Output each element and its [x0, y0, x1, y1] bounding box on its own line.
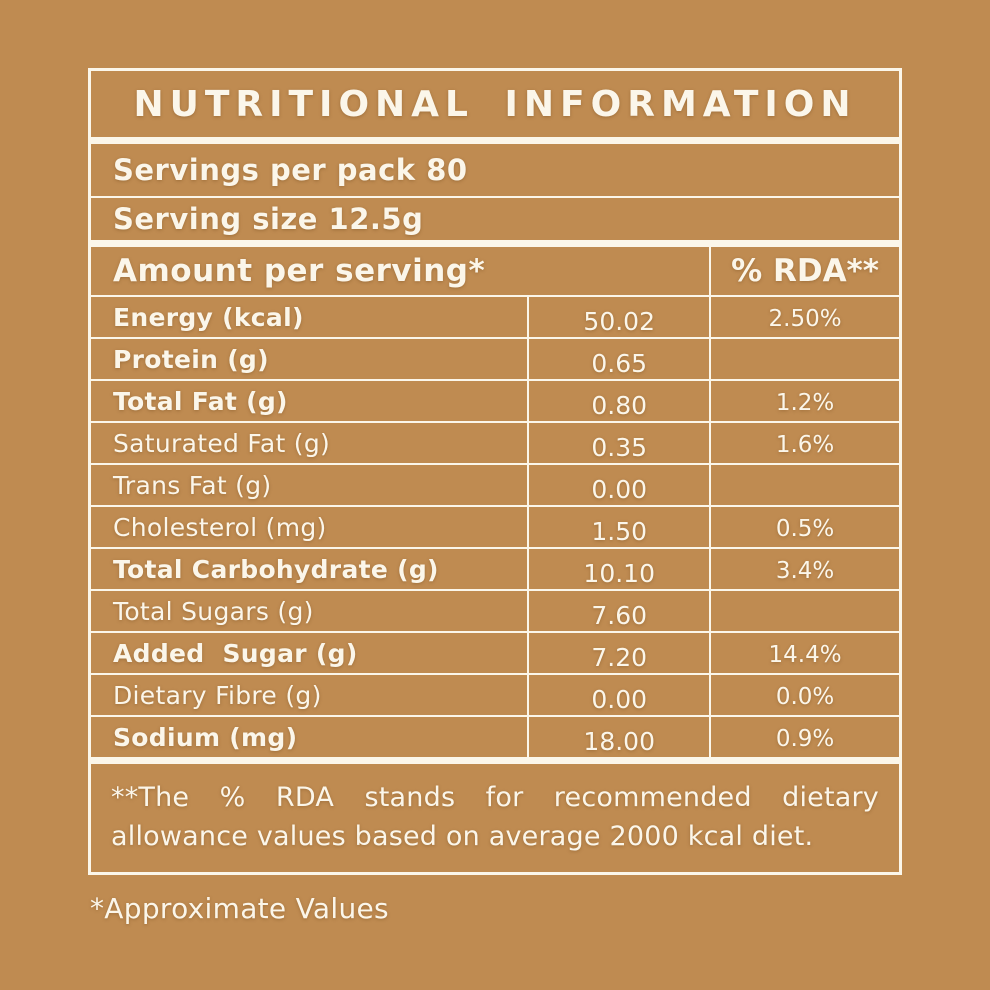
table-row: Total Sugars (g) 7.60: [91, 591, 899, 631]
row-divider: [91, 631, 899, 633]
table-row: Cholesterol (mg) 1.50 0.5%: [91, 507, 899, 547]
nutrient-amount: 7.20: [527, 633, 709, 673]
table-row: Total Carbohydrate (g) 10.10 3.4%: [91, 549, 899, 589]
table-row: Sodium (mg) 18.00 0.9%: [91, 717, 899, 757]
nutrient-name: Added Sugar (g): [113, 638, 358, 668]
nutrient-name: Protein (g): [113, 344, 269, 374]
nutrient-amount: 0.65: [527, 339, 709, 379]
row-divider: [91, 337, 899, 339]
title: NUTRITIONAL INFORMATION: [133, 83, 857, 125]
rda-footnote: **The % RDA stands for recommended dieta…: [111, 782, 879, 853]
table-row: Energy (kcal) 50.02 2.50%: [91, 297, 899, 337]
table-row: Trans Fat (g) 0.00: [91, 465, 899, 505]
row-divider: [91, 421, 899, 423]
nutrient-name: Saturated Fat (g): [113, 428, 331, 458]
table-header-row: Amount per serving* % RDA**: [91, 247, 899, 295]
nutrient-rda: 3.4%: [709, 549, 899, 589]
row-divider: [91, 547, 899, 549]
nutrition-table: NUTRITIONAL INFORMATION Servings per pac…: [88, 68, 902, 875]
nutrient-rda: 0.9%: [709, 717, 899, 757]
nutrient-rda: 2.50%: [709, 297, 899, 337]
nutrient-amount: 7.60: [527, 591, 709, 631]
nutrient-amount: 50.02: [527, 297, 709, 337]
row-divider: [91, 505, 899, 507]
nutrient-name: Trans Fat (g): [113, 470, 272, 500]
nutrient-name: Total Sugars (g): [113, 596, 314, 626]
nutrient-amount: 0.00: [527, 465, 709, 505]
nutrient-rda: 1.6%: [709, 423, 899, 463]
table-row: Added Sugar (g) 7.20 14.4%: [91, 633, 899, 673]
nutrient-rda: 0.5%: [709, 507, 899, 547]
serving-size: Serving size 12.5g: [113, 202, 424, 236]
row-divider: [91, 295, 899, 297]
row-divider: [91, 463, 899, 465]
nutrient-name: Energy (kcal): [113, 302, 304, 332]
nutrient-rda: 0.0%: [709, 675, 899, 715]
nutrient-amount: 0.35: [527, 423, 709, 463]
nutrient-amount: 10.10: [527, 549, 709, 589]
nutrient-rda: [709, 591, 899, 631]
table-row: Saturated Fat (g) 0.35 1.6%: [91, 423, 899, 463]
row-divider: [91, 673, 899, 675]
nutrient-name: Sodium (mg): [113, 722, 298, 752]
section-divider: [91, 137, 899, 144]
nutrient-name: Cholesterol (mg): [113, 512, 327, 542]
nutrient-rda: 1.2%: [709, 381, 899, 421]
nutrient-rda: [709, 465, 899, 505]
nutrient-name: Dietary Fibre (g): [113, 680, 322, 710]
section-divider: [91, 757, 899, 764]
rda-header: % RDA**: [709, 247, 899, 295]
nutrient-amount: 18.00: [527, 717, 709, 757]
approximate-values-note: *Approximate Values: [90, 892, 389, 925]
table-row: Dietary Fibre (g) 0.00 0.0%: [91, 675, 899, 715]
nutrient-amount: 0.00: [527, 675, 709, 715]
nutrient-rda: [709, 339, 899, 379]
nutrient-name: Total Carbohydrate (g): [113, 554, 439, 584]
row-divider: [91, 196, 899, 198]
nutrient-amount: 1.50: [527, 507, 709, 547]
table-row: Protein (g) 0.65: [91, 339, 899, 379]
nutrient-amount: 0.80: [527, 381, 709, 421]
amount-per-serving-header: Amount per serving*: [113, 253, 486, 289]
row-divider: [91, 379, 899, 381]
row-divider: [91, 715, 899, 717]
table-row: Total Fat (g) 0.80 1.2%: [91, 381, 899, 421]
section-divider: [91, 240, 899, 247]
nutrient-name: Total Fat (g): [113, 386, 288, 416]
servings-per-pack: Servings per pack 80: [113, 153, 468, 187]
nutrient-rda: 14.4%: [709, 633, 899, 673]
row-divider: [91, 589, 899, 591]
